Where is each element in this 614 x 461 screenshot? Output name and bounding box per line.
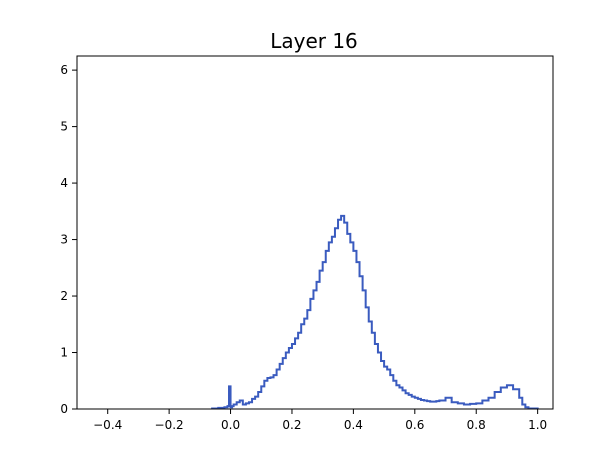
y-tick-label: 1 (60, 346, 68, 360)
y-tick-label: 2 (60, 289, 68, 303)
x-tick-label: −0.2 (155, 418, 184, 432)
x-tick-label: 0.4 (344, 418, 363, 432)
plot-area (211, 214, 539, 410)
x-tick-label: −0.4 (93, 418, 122, 432)
y-tick-label: 6 (60, 63, 68, 77)
y-tick-label: 3 (60, 233, 68, 247)
x-axis: −0.4 −0.2 0.0 0.2 0.4 0.6 0.8 1.0 (93, 409, 547, 432)
x-tick-label: 1.0 (528, 418, 547, 432)
y-tick-label: 0 (60, 402, 68, 416)
x-tick-label: 0.8 (467, 418, 486, 432)
y-tick-label: 4 (60, 176, 68, 190)
y-tick-label: 5 (60, 120, 68, 134)
chart-title: Layer 16 (270, 29, 358, 53)
histogram-step-line (211, 214, 539, 410)
y-axis: 0 1 2 3 4 5 6 (60, 63, 77, 416)
plot-frame (76, 55, 554, 410)
x-tick-label: 0.0 (221, 418, 240, 432)
x-tick-label: 0.2 (282, 418, 301, 432)
x-tick-label: 0.6 (405, 418, 424, 432)
